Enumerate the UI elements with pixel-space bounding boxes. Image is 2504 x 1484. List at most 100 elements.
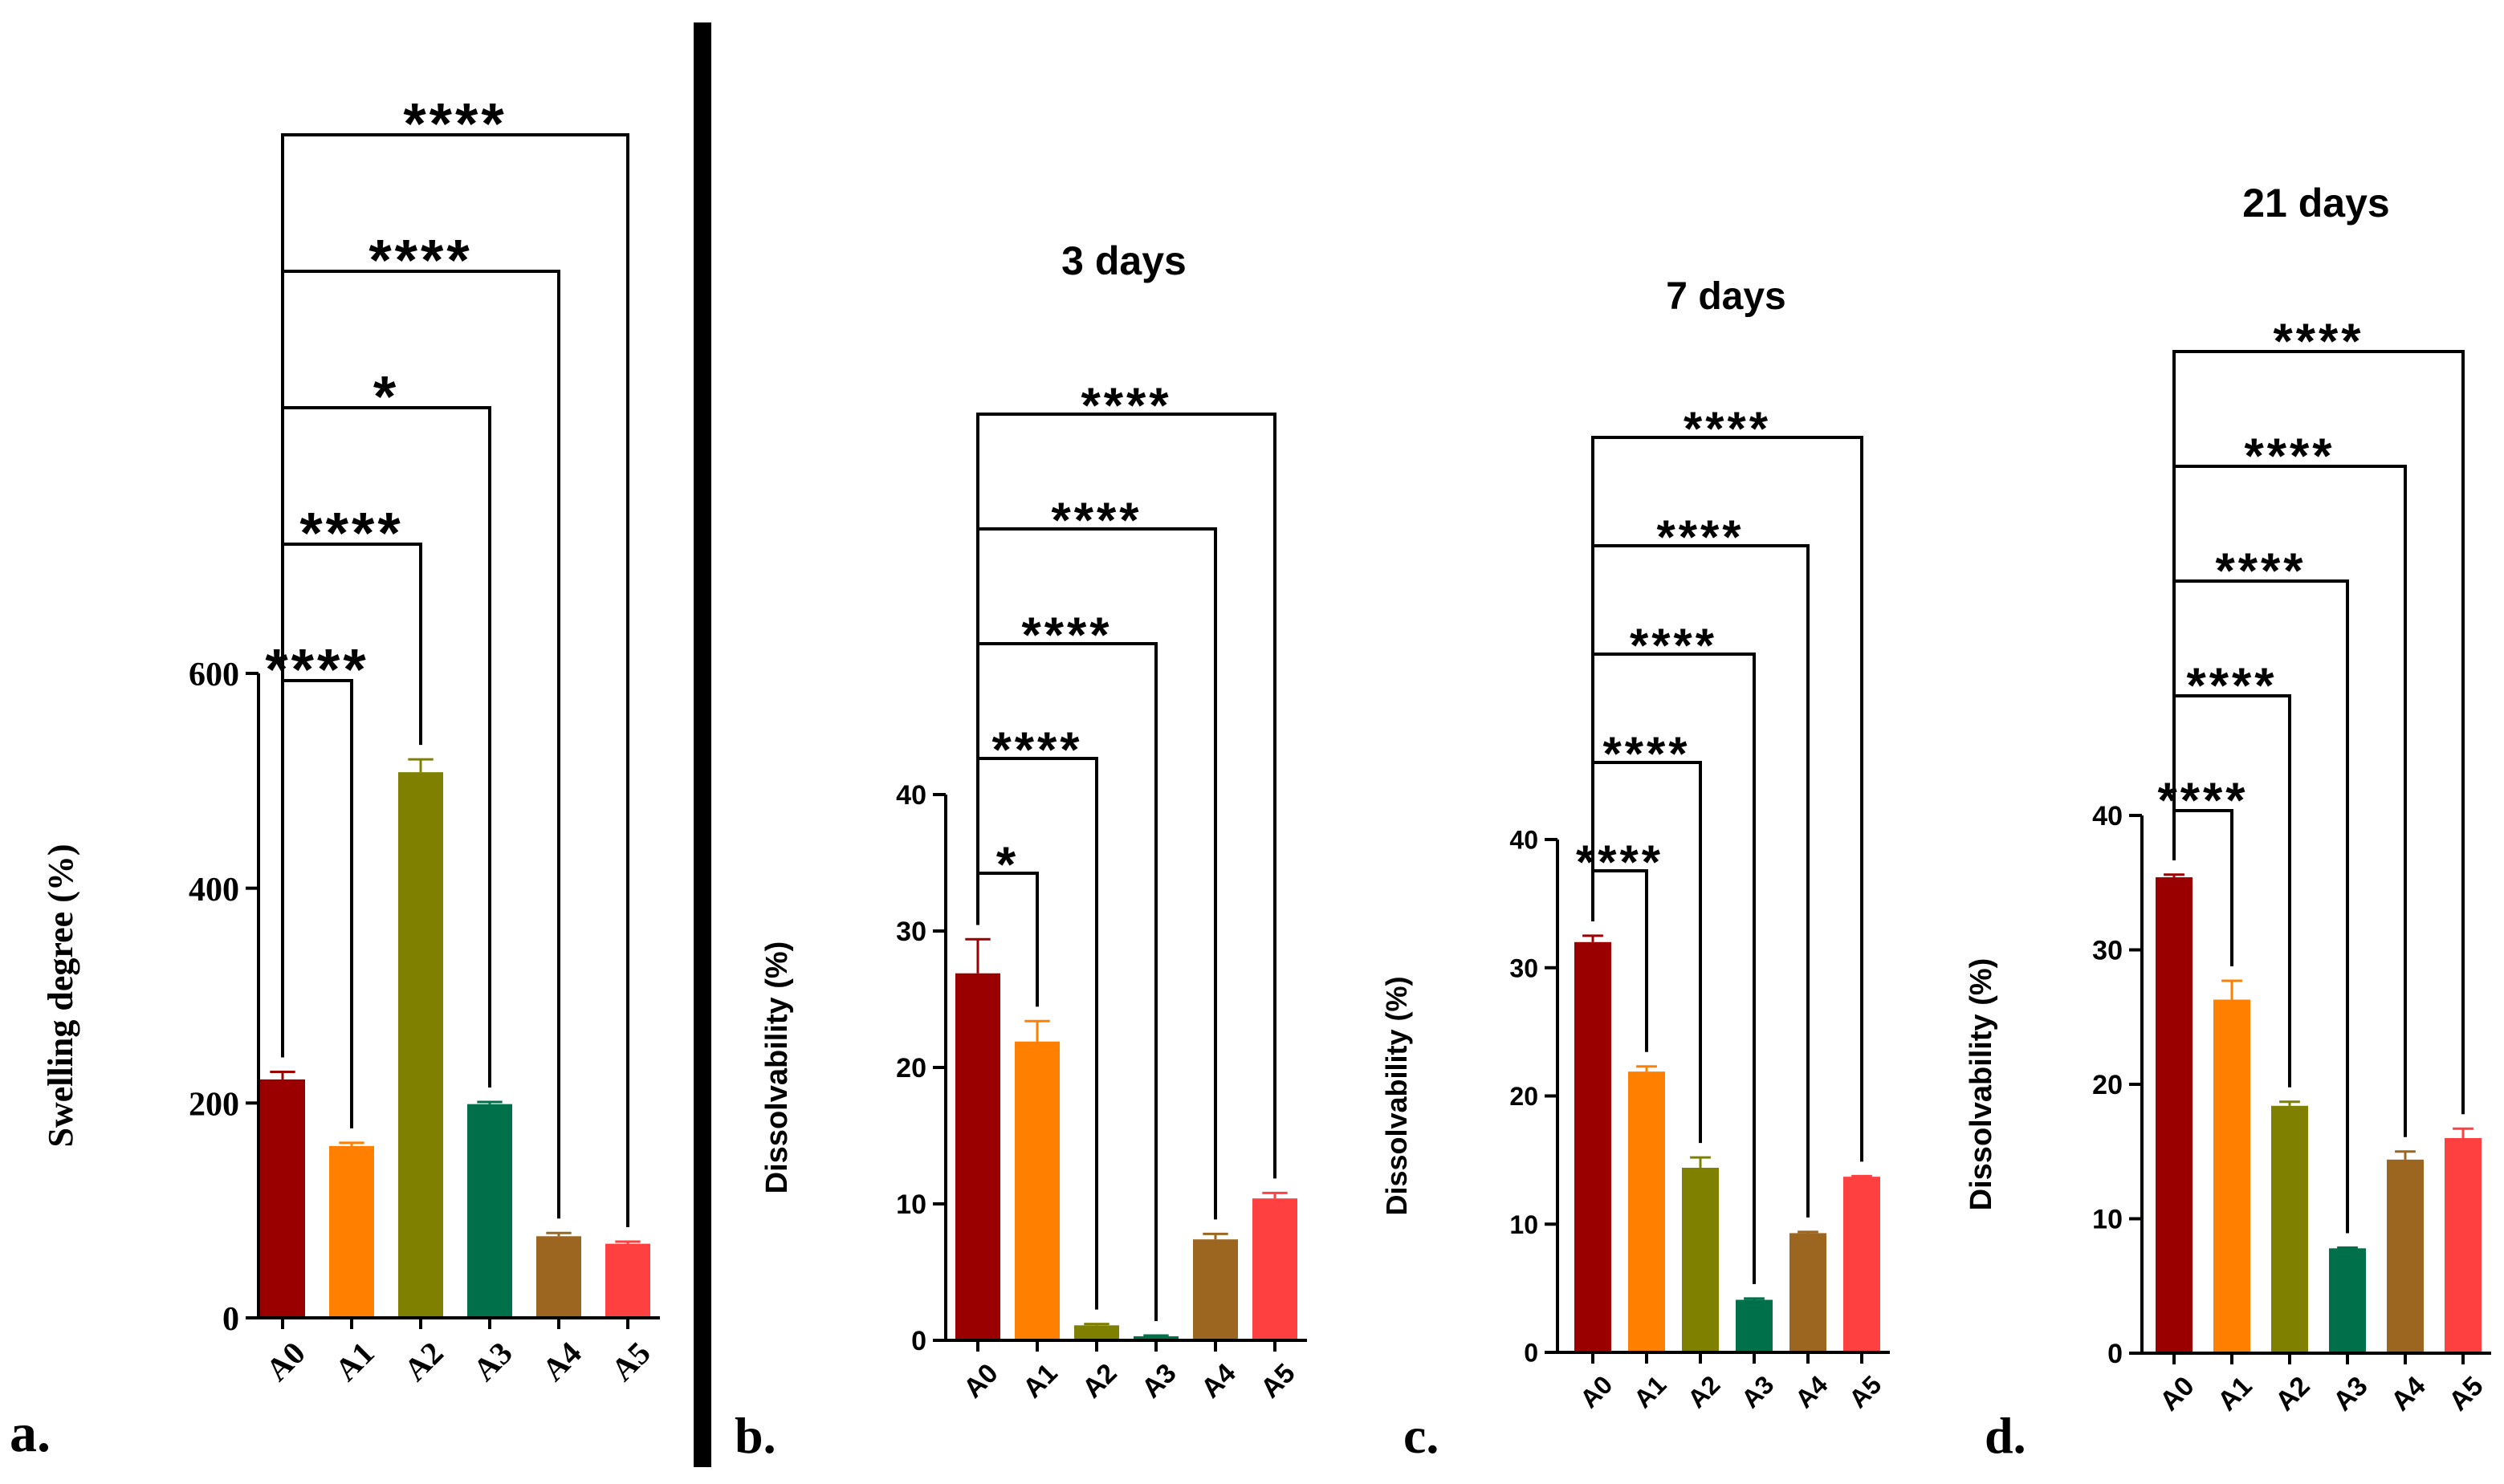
y-axis-label: Dissolvability (%) — [1380, 976, 1413, 1215]
bar-a0 — [955, 973, 1000, 1340]
significance-label: **** — [2244, 429, 2335, 484]
significance-label: **** — [1576, 835, 1663, 888]
x-tick-label: A0 — [2154, 1371, 2201, 1417]
y-tick-label: 0 — [2107, 1339, 2123, 1369]
x-tick-label: A5 — [2443, 1371, 2490, 1417]
x-tick-label: A0 — [1574, 1370, 1618, 1413]
panel-label: a. — [10, 1402, 51, 1463]
bar-a2 — [398, 772, 443, 1318]
y-tick-label: 10 — [2092, 1205, 2123, 1235]
y-tick-label: 20 — [896, 1053, 926, 1084]
significance-label: **** — [2157, 773, 2248, 828]
x-tick-label: A2 — [397, 1335, 450, 1388]
significance-label: **** — [2273, 314, 2364, 369]
x-tick-label: A1 — [1017, 1358, 1064, 1405]
chart-panel-3: 7 days 0 10 20 30 40 A0 A1 A2 A3 A4 A5 Dissolvabilit… — [1380, 275, 1890, 1464]
y-axis-label: Swelling degree (%) — [41, 844, 80, 1147]
panel-label: c. — [1403, 1407, 1439, 1464]
bar-a4 — [536, 1236, 581, 1318]
significance-label: **** — [1684, 401, 1771, 455]
x-tick-label: A5 — [604, 1335, 657, 1388]
bar-a3 — [1134, 1336, 1179, 1340]
y-tick-label: 20 — [1509, 1082, 1538, 1111]
significance-label: **** — [1081, 378, 1171, 433]
panel-label: b. — [735, 1407, 776, 1464]
y-tick-label: 10 — [896, 1189, 926, 1220]
significance-bracket — [976, 413, 1276, 1179]
significance-label: **** — [1630, 618, 1717, 672]
y-tick-label: 30 — [1509, 953, 1538, 982]
y-tick-label: 0 — [1524, 1339, 1538, 1368]
bar-a2 — [2271, 1105, 2308, 1353]
bar-a1 — [1628, 1071, 1665, 1352]
x-tick-label: A4 — [1789, 1370, 1834, 1414]
y-axis-label: Dissolvability (%) — [1965, 958, 1998, 1211]
significance-label: **** — [299, 501, 403, 566]
x-tick-label: A1 — [2212, 1371, 2258, 1417]
significance-bracket — [1591, 436, 1863, 1162]
x-tick-label: A1 — [328, 1335, 381, 1388]
chart-panel-2: 3 days 0 10 20 30 40 A0 A1 A2 A3 A4 A5 Dissolvabilit… — [735, 238, 1307, 1464]
y-tick-label: 10 — [1509, 1210, 1538, 1239]
significance-bracket — [281, 679, 353, 1128]
significance-label: **** — [2215, 543, 2306, 599]
y-tick-label: 40 — [896, 780, 926, 811]
panel-divider — [694, 22, 711, 1467]
significance-label: **** — [368, 228, 472, 293]
chart-title: 21 days — [2242, 181, 2389, 226]
x-tick-label: A2 — [1682, 1370, 1725, 1413]
x-tick-label: A2 — [1077, 1358, 1123, 1405]
bar-a4 — [2387, 1159, 2424, 1353]
bar-a3 — [2329, 1248, 2366, 1353]
significance-label: **** — [265, 637, 368, 702]
x-tick-label: A4 — [535, 1335, 588, 1388]
chart-panel-4: 21 days 0 10 20 30 40 A0 A1 A2 A3 A4 A5 Dissolvabili… — [1965, 181, 2491, 1464]
significance-label: * — [373, 364, 399, 429]
y-tick-label: 30 — [2092, 936, 2123, 966]
bar-a5 — [1843, 1177, 1880, 1352]
significance-label: **** — [1021, 608, 1112, 663]
bar-a3 — [1736, 1299, 1773, 1352]
y-tick-label: 0 — [911, 1326, 926, 1356]
x-tick-label: A0 — [958, 1358, 1004, 1405]
x-tick-label: A2 — [2270, 1371, 2316, 1417]
chart-title: 3 days — [1061, 238, 1187, 283]
bar-a1 — [1015, 1041, 1060, 1340]
bar-a4 — [1789, 1233, 1826, 1352]
x-tick-label: A1 — [1628, 1370, 1671, 1413]
x-tick-label: A5 — [1843, 1370, 1887, 1413]
y-tick-label: 40 — [1509, 826, 1538, 855]
chart-title: 7 days — [1666, 275, 1785, 318]
significance-label: **** — [991, 722, 1082, 778]
significance-bracket — [281, 133, 629, 1227]
significance-label: * — [996, 837, 1019, 892]
significance-label: **** — [1051, 493, 1142, 548]
significance-label: **** — [1656, 510, 1744, 563]
significance-label: **** — [2186, 658, 2277, 714]
bar-a0 — [2156, 877, 2193, 1353]
bar-a2 — [1682, 1167, 1719, 1352]
y-tick-label: 200 — [189, 1086, 239, 1123]
significance-label: **** — [403, 91, 507, 157]
x-tick-label: A4 — [2385, 1371, 2432, 1417]
chart-panel-1: 0 200 400 600 A0 A1 A2 A3 A4 A5 Swelling degree (%… — [10, 91, 660, 1463]
bar-a5 — [2445, 1138, 2482, 1353]
x-tick-label: A3 — [2327, 1371, 2374, 1417]
bar-a0 — [260, 1079, 305, 1318]
x-tick-label: A5 — [1255, 1358, 1301, 1405]
bar-a5 — [1252, 1198, 1297, 1340]
y-tick-label: 600 — [189, 657, 239, 693]
bar-a4 — [1193, 1239, 1238, 1340]
x-tick-label: A3 — [1736, 1370, 1779, 1413]
bar-a0 — [1574, 941, 1611, 1352]
y-tick-label: 400 — [189, 872, 239, 909]
x-tick-label: A3 — [466, 1335, 519, 1388]
y-tick-label: 30 — [896, 917, 926, 947]
bar-a2 — [1074, 1325, 1119, 1340]
bar-a3 — [467, 1104, 512, 1318]
y-tick-label: 0 — [222, 1301, 239, 1338]
bar-a1 — [329, 1145, 374, 1318]
y-tick-label: 40 — [2092, 801, 2123, 831]
y-axis-label: Dissolvability (%) — [760, 941, 794, 1194]
